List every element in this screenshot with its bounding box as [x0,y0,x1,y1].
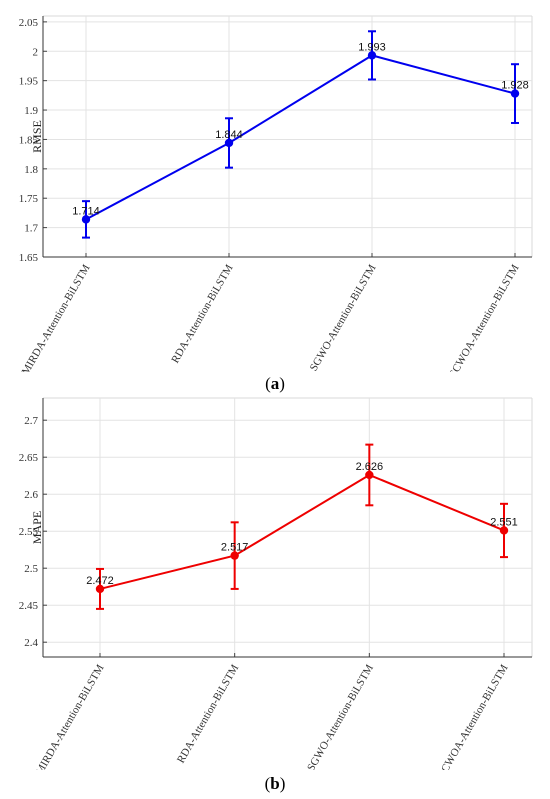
charta-data-point [510,89,520,98]
chart-panel-a: 1.65 1.7 1.75 1.8 1.85 1.9 1.95 2 2.05 MIRDA-Atte… [0,0,550,372]
chartb-data-point [230,551,239,560]
charta-data-point [224,138,234,148]
charta-ytick-label: 1.75 [19,193,39,205]
chartb-series-line [99,473,505,590]
charta-ytick-label: 2.05 [19,17,39,29]
chartb-ytick-label: 2.6 [24,489,38,501]
caption-b: (b) [0,774,550,794]
chartb-y-axis-label: MAPE [30,511,44,544]
charta-data-label: 1.928 [501,80,529,92]
chartb-data-label: 2.517 [221,542,249,554]
chartb-data-point [499,526,509,535]
chartb-ytick-label: 2.45 [19,600,39,612]
charta-ytick-label: 1.65 [19,252,39,264]
charta-category-label: MIRDA-Attention-BiLSTM [20,262,93,372]
chartb-data-point [365,470,374,480]
chartb-data-point [95,584,105,594]
chartb-ytick-label: 2.5 [24,563,38,575]
chartb-ytick-label: 2.65 [19,452,39,464]
chartb-data-label: 2.551 [490,516,518,528]
charta-data-label: 1.844 [215,129,243,141]
charta-category-label: SGWO-Attention-BiLSTM [308,262,379,372]
chartb-category-label: MIRDA-Attention-BiLSTM [34,662,107,770]
caption-b-open: ( [264,774,271,793]
chartb-ytick-label: 2.55 [19,526,39,538]
charta-category-label: RDA-Attention-BiLSTM [169,262,235,365]
caption-b-letter: b [270,774,280,793]
mape-chart: 2.4 2.45 2.5 2.55 2.6 2.65 2.7 MIRDA-Attention-… [19,397,533,770]
caption-a-close: ) [279,374,285,393]
charta-ytick-label: 1.8 [24,164,38,176]
chartb-ytick-label: 2.7 [24,415,38,427]
charta-category-label: DECWOA-Attention-BiLSTM [443,262,522,372]
caption-a: (a) [0,374,550,394]
chartb-ytick-label: 2.4 [24,637,38,649]
charta-ytick-label: 2 [33,46,39,58]
chartb-category-label: RDA-Attention-BiLSTM [175,662,241,765]
chartb-data-label: 2.472 [86,575,114,587]
rmse-chart: 1.65 1.7 1.75 1.8 1.85 1.9 1.95 2 2.05 MIRDA-Atte… [19,15,533,372]
chartb-category-label: SGWO-Attention-BiLSTM [305,662,376,770]
charta-data-point [367,51,377,60]
charta-data-label: 1.714 [72,205,100,217]
caption-a-open: ( [265,374,271,393]
chartb-category-label: DECWOA-Attention-BiLSTM [432,662,511,770]
charta-ytick-label: 1.85 [19,134,39,146]
caption-b-close: ) [279,774,286,793]
charta-y-axis-label: RMSE [30,120,44,153]
chartb-data-label: 2.626 [356,461,384,473]
chart-panel-b: 2.4 2.45 2.5 2.55 2.6 2.65 2.7 MIRDA-Attention-… [0,390,550,770]
caption-a-letter: a [270,374,280,393]
charta-ytick-label: 1.7 [24,223,38,235]
charta-ytick-label: 1.95 [19,76,39,88]
charta-series-line [85,54,516,221]
charta-data-label: 1.993 [358,41,386,53]
charta-ytick-label: 1.9 [24,105,38,117]
charta-data-point [81,215,91,224]
